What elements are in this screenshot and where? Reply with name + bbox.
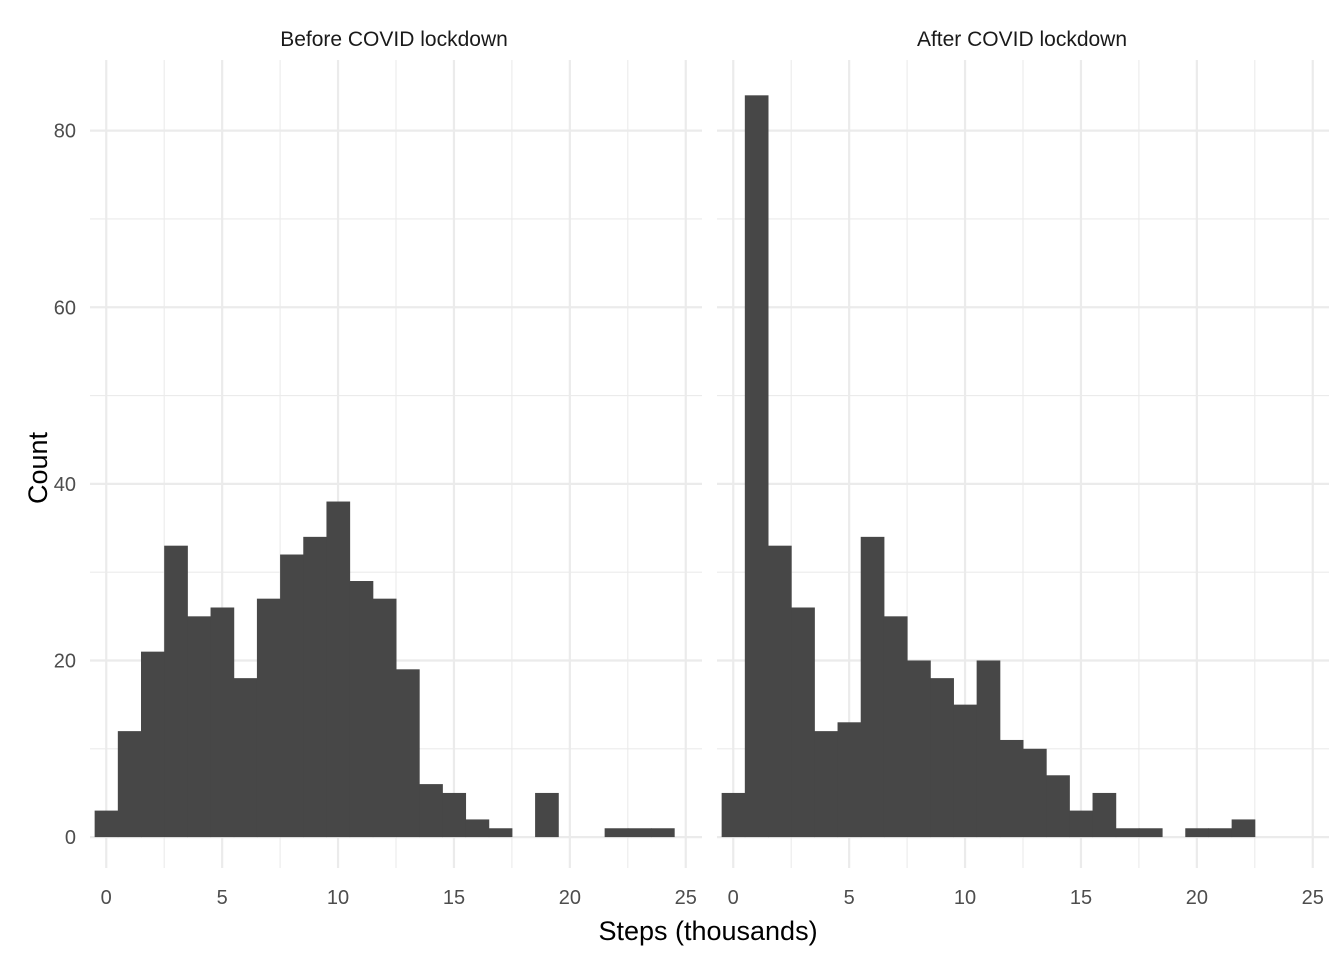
histogram-bar (535, 792, 559, 838)
histogram-bar (141, 651, 165, 838)
histogram-bar (1046, 775, 1070, 838)
histogram-bar (999, 739, 1024, 838)
histogram-bar (210, 607, 235, 838)
histogram-bar (187, 616, 212, 838)
y-axis-ticks: 0 20 40 60 80 (54, 121, 76, 849)
panel-before-lockdown: Before COVID lockdown 0 5 10 15 20 25 (90, 28, 702, 909)
x-tick-label: 20 (1186, 887, 1208, 909)
panel-title-before: Before COVID lockdown (280, 28, 508, 51)
histogram-bar (1208, 828, 1233, 838)
histogram-bar (465, 819, 490, 838)
histogram-bar (372, 598, 397, 838)
histogram-bar (233, 678, 258, 838)
y-axis-title: Count (23, 431, 53, 504)
x-tick-label: 15 (443, 887, 465, 909)
y-tick-label: 80 (54, 121, 76, 143)
histogram-bar (1023, 748, 1047, 838)
histogram-bar (627, 828, 652, 838)
histogram-bar (117, 731, 142, 838)
x-tick-label: 25 (1302, 887, 1324, 909)
histogram-bar (488, 828, 513, 838)
panel-title-after: After COVID lockdown (917, 28, 1127, 51)
y-tick-label: 0 (65, 827, 76, 849)
histogram-bar (930, 678, 954, 838)
histogram-bar (953, 704, 978, 838)
histogram-bar (1138, 828, 1163, 838)
histogram-bar (721, 792, 746, 838)
histogram-bar (396, 669, 420, 838)
histogram-bar (349, 581, 374, 838)
histogram-bar (1231, 819, 1256, 838)
x-tick-label: 10 (954, 887, 976, 909)
histogram-bar (442, 792, 467, 838)
histogram-bar (768, 545, 792, 838)
histogram-bar (1185, 828, 1209, 838)
histogram-bar (860, 536, 885, 838)
histogram-bar (1115, 828, 1140, 838)
histogram-bar (883, 616, 908, 838)
histogram-bar (791, 607, 815, 838)
histogram-bar (303, 536, 327, 838)
x-tick-label: 15 (1070, 887, 1092, 909)
histogram-bar (256, 598, 281, 838)
x-tick-label: 10 (327, 887, 349, 909)
histogram-bar (1069, 810, 1094, 838)
histogram-bar (651, 828, 675, 838)
panel-after-lockdown: After COVID lockdown 0 5 10 15 20 25 (717, 28, 1329, 909)
histogram-bar (907, 660, 931, 838)
histogram-bar (837, 722, 862, 838)
y-tick-label: 40 (54, 474, 76, 496)
y-tick-label: 20 (54, 650, 76, 672)
y-tick-label: 60 (54, 297, 76, 319)
x-tick-label: 20 (559, 887, 581, 909)
histogram-bar (326, 501, 351, 838)
histogram-bar (164, 545, 188, 838)
histogram-bar (604, 828, 629, 838)
histogram-bar (976, 660, 1001, 838)
histogram-bar (280, 554, 304, 838)
x-axis-title: Steps (thousands) (598, 916, 817, 946)
x-tick-label: 25 (675, 887, 697, 909)
histogram-bar (744, 95, 769, 838)
histogram-bar (94, 810, 119, 838)
x-tick-label: 0 (728, 887, 739, 909)
x-tick-label: 5 (217, 887, 228, 909)
x-tick-label: 0 (101, 887, 112, 909)
histogram-bar (1092, 792, 1117, 838)
x-tick-label: 5 (844, 887, 855, 909)
histogram-bar (814, 731, 839, 838)
histogram-bar (419, 784, 443, 838)
